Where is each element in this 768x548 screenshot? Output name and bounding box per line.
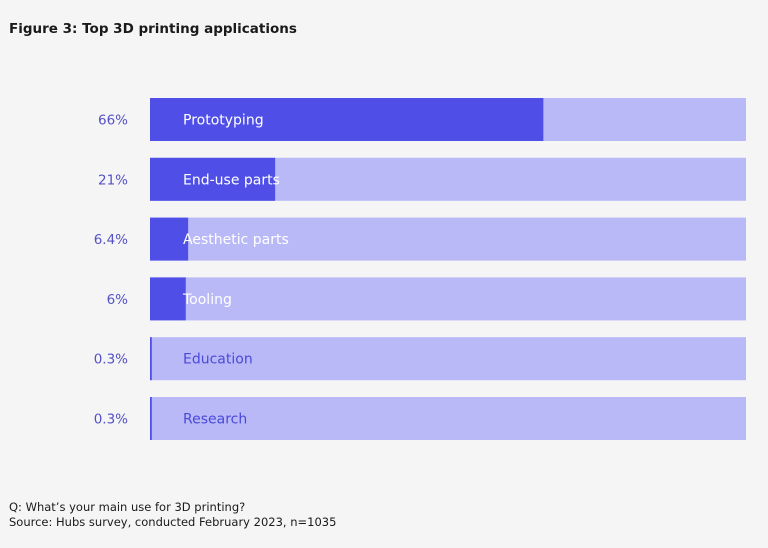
bar <box>150 337 152 381</box>
bar-track <box>150 277 746 321</box>
footnote-source: Source: Hubs survey, conducted February … <box>9 515 337 529</box>
value-label: 66% <box>98 113 128 129</box>
bar-track <box>150 337 746 381</box>
bar <box>150 98 544 141</box>
value-label: 0.3% <box>94 412 128 428</box>
category-label: Research <box>183 412 247 428</box>
bar-chart: 66% Prototyping 21% End-use parts 6.4% Aesthe… <box>94 98 746 440</box>
value-label: 21% <box>98 172 128 188</box>
bar-track <box>150 217 746 261</box>
value-label: 6% <box>107 292 129 308</box>
category-label: Aesthetic parts <box>183 232 289 248</box>
value-label: 0.3% <box>94 352 128 368</box>
footnote-question: Q: What’s your main use for 3D printing? <box>9 500 246 514</box>
value-label: 6.4% <box>94 232 128 248</box>
category-label: Prototyping <box>183 113 264 129</box>
bar <box>150 157 276 201</box>
category-label: Tooling <box>182 292 232 308</box>
bar-track <box>150 397 746 440</box>
chart-title: Figure 3: Top 3D printing applications <box>9 21 297 37</box>
category-label: Education <box>183 352 253 368</box>
bar <box>150 397 152 440</box>
category-label: End-use parts <box>183 172 280 188</box>
bar <box>150 277 186 321</box>
bar <box>150 217 189 261</box>
